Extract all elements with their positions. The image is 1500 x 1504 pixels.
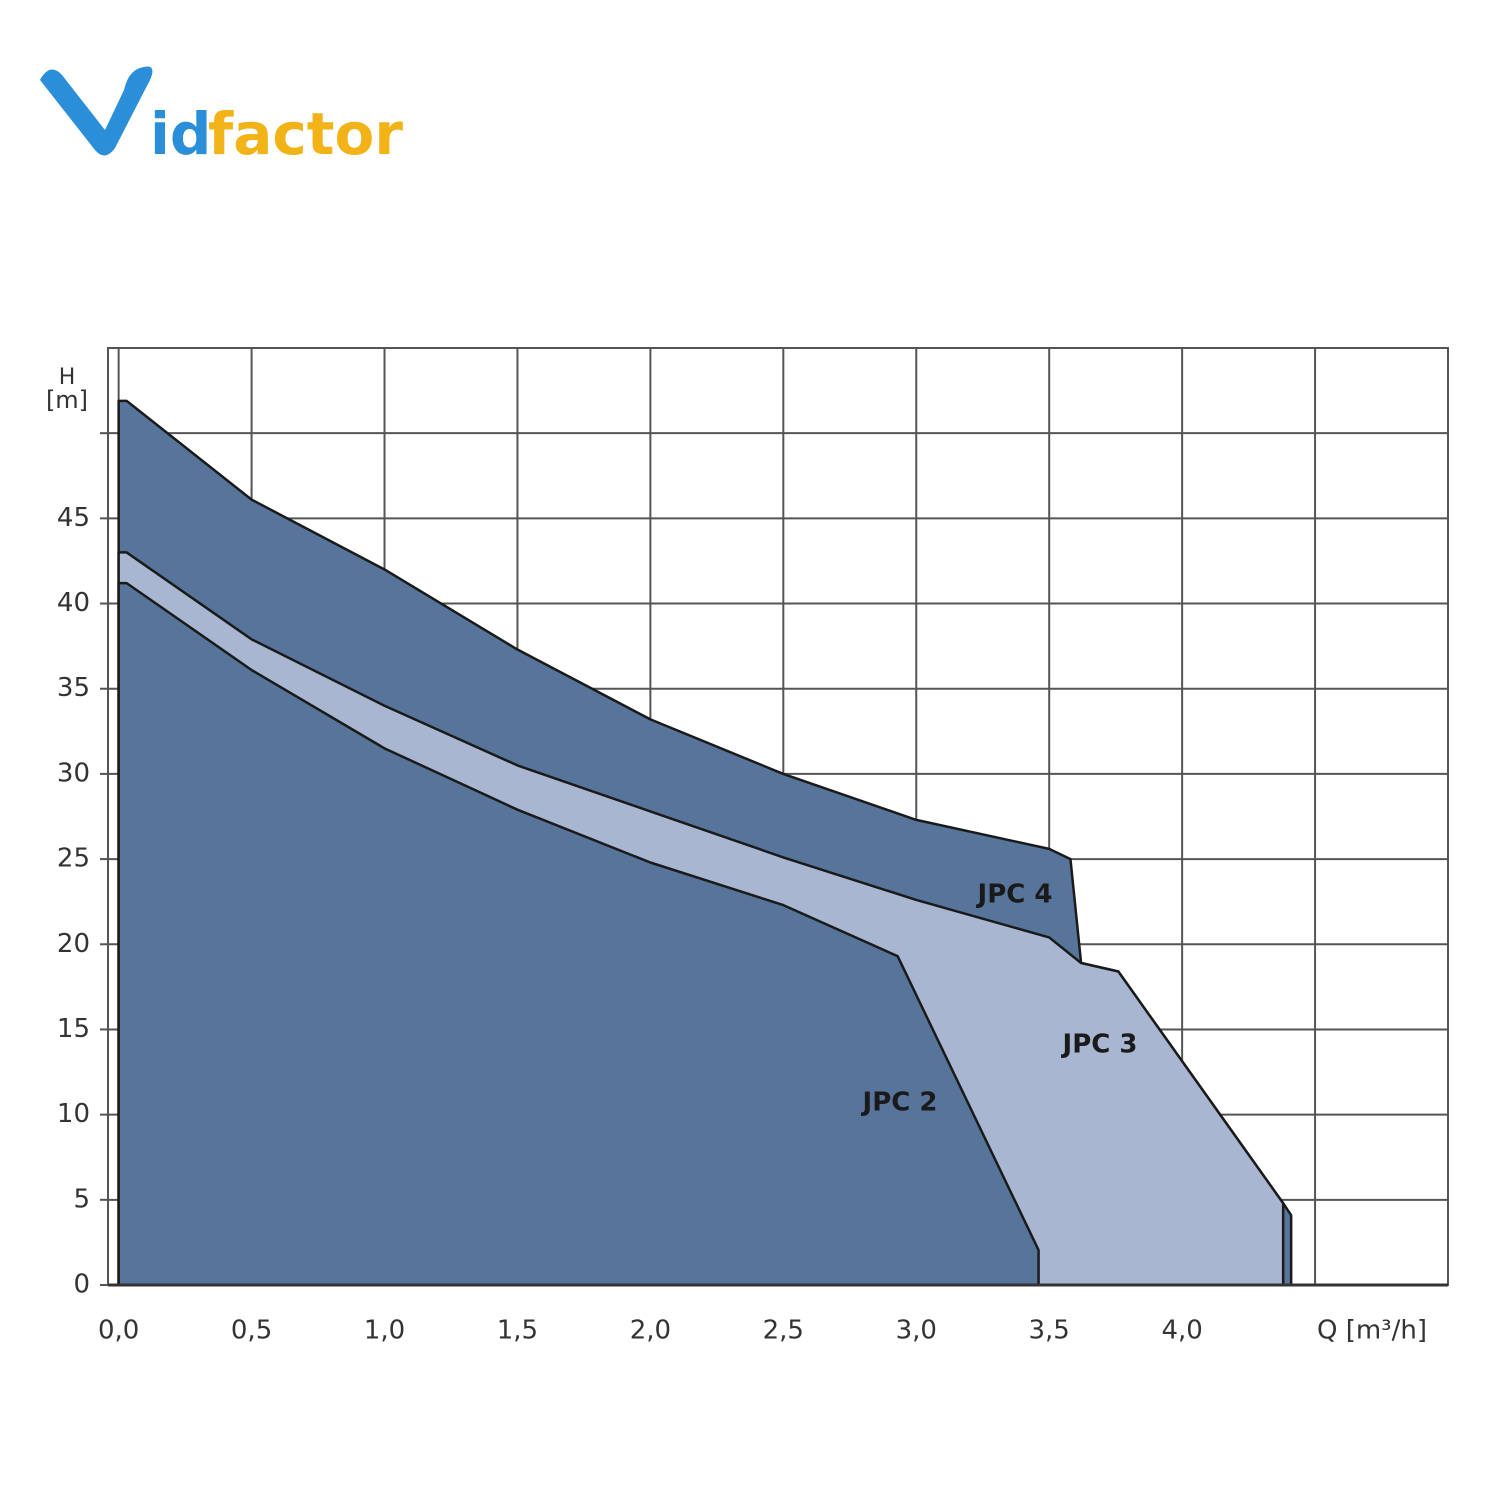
x-tick-label: 0,5	[231, 1316, 272, 1346]
logo: id factor	[40, 66, 403, 168]
x-tick-label: 2,5	[763, 1316, 804, 1346]
x-tick-label: 4,0	[1161, 1316, 1202, 1346]
x-tick-label: 3,5	[1029, 1316, 1070, 1346]
area	[117, 581, 1040, 1287]
y-tick-label: 10	[57, 1099, 90, 1129]
series-label: JPC 3	[1061, 1030, 1138, 1060]
y-tick-label: 40	[57, 588, 90, 618]
y-tick-label: 15	[57, 1014, 90, 1044]
y-tick-label: 45	[57, 503, 90, 533]
y-tick-label: 25	[57, 844, 90, 874]
y-tick-label: 0	[73, 1270, 90, 1300]
y-axis-label: [m]	[46, 386, 88, 414]
logo-text: id	[150, 100, 211, 168]
x-tick-label: 3,0	[896, 1316, 937, 1346]
y-tick-label: 30	[57, 758, 90, 788]
y-axis-label: H	[59, 365, 76, 390]
x-tick-label: 2,0	[630, 1316, 671, 1346]
logo-text: factor	[208, 100, 403, 168]
y-tick-label: 35	[57, 673, 90, 703]
logo-mark	[40, 66, 153, 156]
series-label: JPC 2	[861, 1088, 938, 1118]
y-tick-label: 20	[57, 929, 90, 959]
x-axis-label: Q [m³/h]	[1317, 1316, 1427, 1346]
series-label: JPC 4	[976, 880, 1053, 910]
x-tick-label: 1,0	[364, 1316, 405, 1346]
x-tick-label: 1,5	[497, 1316, 538, 1346]
x-tick-label: 0,0	[98, 1316, 139, 1346]
y-tick-label: 5	[73, 1184, 90, 1214]
